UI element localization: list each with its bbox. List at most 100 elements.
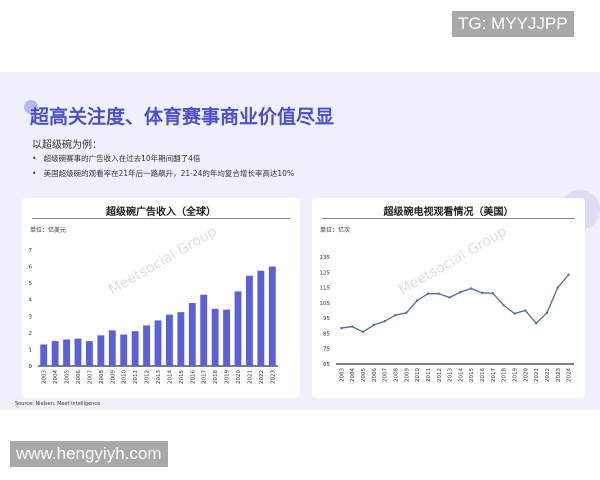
data-point: [340, 326, 343, 330]
x-tick-label: 2016: [480, 368, 486, 382]
data-point: [556, 286, 559, 289]
bar: [51, 341, 59, 366]
x-tick-label: 2022: [545, 368, 551, 382]
bar: [86, 341, 93, 366]
x-tick-label: 2021: [534, 368, 540, 382]
y-tick-label: 7: [29, 248, 33, 254]
bar: [154, 320, 162, 366]
bar: [246, 275, 253, 366]
data-point: [361, 330, 365, 334]
bar: [223, 309, 230, 366]
x-tick-label: 2016: [190, 370, 196, 384]
data-point: [437, 292, 440, 295]
x-tick-label: 2018: [213, 370, 219, 384]
y-tick-label: 95: [323, 316, 330, 322]
bar: [40, 344, 48, 366]
data-point: [534, 322, 538, 325]
line-chart: 65 75 85 95 105 115 125 135 2003 2004 2005 2006 2007…: [320, 255, 574, 382]
data-point: [545, 311, 549, 314]
x-tick-label: 2011: [426, 368, 432, 382]
watermark-url: www.hengyiyh.com: [10, 441, 168, 467]
bar: [74, 338, 82, 366]
line-chart-panel: 超级碗电视观看情况（美国） 单位：亿次 Meetsocial Group 65 7…: [312, 198, 585, 398]
unit-label: 单位：亿美元: [30, 227, 67, 234]
page-title: 超高关注度、体育赛事商业价值尽显: [30, 106, 335, 128]
x-tick-label: 2007: [87, 370, 93, 384]
bar: [131, 331, 139, 366]
x-tick-label: 2014: [167, 370, 173, 384]
watermark-tg: TG: MYYJJPP: [452, 11, 574, 37]
x-tick-label: 2013: [448, 368, 454, 382]
x-tick-label: 2009: [404, 368, 410, 382]
title-divider: [32, 218, 290, 219]
x-tick-label: 2017: [202, 370, 208, 384]
bullet-text: 超级碗赛事的广告收入在过去10年期间翻了4倍: [43, 154, 201, 163]
x-tick-label: 2013: [156, 370, 162, 384]
bar: [177, 312, 185, 366]
data-point: [459, 290, 462, 294]
x-tick-label: 2022: [259, 370, 265, 384]
bullet-item: • 美国超级碗的观看率在21年后一路飙升，21-24的年均复合增长率高达10%: [32, 169, 295, 178]
data-point: [524, 309, 527, 312]
x-tick-label: 2003: [42, 370, 48, 384]
y-tick-label: 5: [29, 281, 33, 287]
y-tick-label: 115: [320, 286, 331, 292]
bar: [108, 330, 116, 366]
x-tick-label: 2018: [502, 368, 508, 382]
y-tick-label: 4: [29, 298, 33, 304]
y-tick-label: 6: [29, 265, 33, 271]
data-point: [405, 311, 408, 314]
x-tick-label: 2019: [225, 370, 231, 384]
x-tick-label: 2024: [567, 368, 573, 382]
bar: [166, 314, 173, 366]
x-tick-label: 2012: [437, 368, 443, 382]
bar: [97, 335, 105, 366]
data-point: [480, 291, 484, 295]
x-tick-label: 2005: [361, 368, 367, 382]
bar: [188, 303, 196, 366]
x-tick-label: 2005: [65, 370, 71, 384]
series-line: [341, 274, 570, 333]
data-point: [372, 323, 376, 327]
x-tick-label: 2008: [394, 368, 400, 382]
data-point: [351, 325, 354, 328]
y-tick-label: 2: [29, 331, 33, 337]
bar: [268, 266, 276, 366]
y-tick-label: 105: [320, 301, 331, 307]
x-tick-label: 2012: [145, 370, 151, 384]
bullet-item: • 超级碗赛事的广告收入在过去10年期间翻了4倍: [32, 154, 201, 163]
bar-chart: 0 1 2 3 4 5 6 7 2003 2004 2005 2006 2007 2008 2009 2010…: [29, 248, 278, 384]
title-divider: [322, 218, 575, 219]
bullet-text: 美国超级碗的观看率在21年后一路飙升，21-24的年均复合增长率高达10%: [43, 169, 295, 178]
data-point: [470, 287, 473, 290]
bar: [257, 270, 265, 366]
x-tick-label: 2020: [523, 368, 529, 382]
bar: [200, 294, 208, 366]
bar: [63, 339, 70, 366]
y-tick-label: 1: [29, 347, 33, 353]
x-tick-label: 2014: [458, 368, 464, 382]
x-tick-label: 2010: [122, 370, 128, 384]
x-tick-label: 2004: [350, 368, 356, 382]
chart-title: 超级碗电视观看情况（美国）: [383, 207, 514, 218]
y-tick-label: 85: [323, 331, 330, 337]
data-point: [426, 292, 430, 295]
x-tick-label: 2006: [76, 370, 82, 384]
y-tick-label: 0: [29, 364, 33, 370]
x-tick-label: 2021: [247, 370, 253, 384]
data-point: [415, 299, 419, 302]
source-note: Source: Nielsen, Meet Intelligence: [15, 401, 101, 407]
y-tick-label: 125: [320, 270, 331, 276]
x-tick-label: 2006: [372, 368, 378, 382]
decorative-circle: [24, 100, 38, 114]
x-tick-label: 2023: [556, 368, 562, 382]
data-point: [491, 292, 495, 295]
x-tick-label: 2007: [383, 368, 389, 382]
x-tick-label: 2010: [415, 368, 421, 382]
x-tick-label: 2011: [133, 370, 139, 384]
unit-label: 单位：亿次: [320, 227, 351, 234]
data-point: [394, 313, 397, 317]
y-tick-label: 65: [323, 362, 330, 368]
data-point: [567, 273, 570, 276]
